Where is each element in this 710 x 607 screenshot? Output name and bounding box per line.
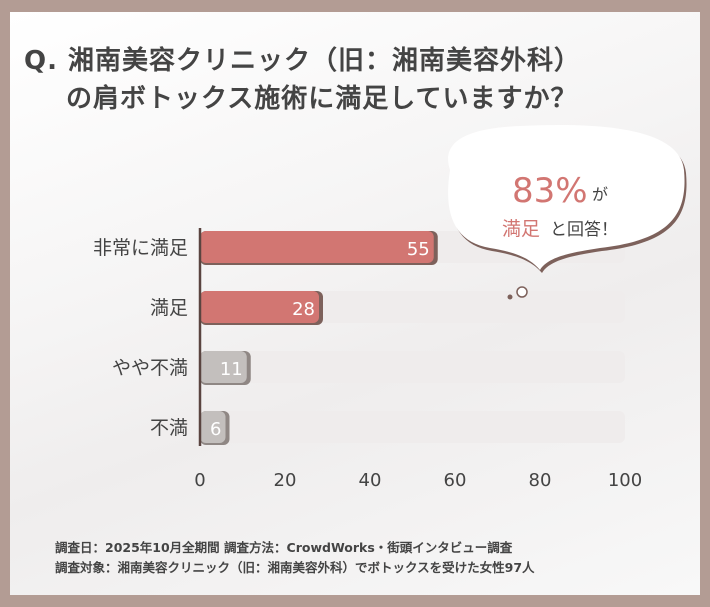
category-label: 満足 (150, 297, 188, 319)
bar-track (200, 411, 625, 443)
x-tick-label: 40 (359, 470, 382, 491)
category-label: 非常に満足 (93, 237, 188, 259)
bar-value-label: 55 (407, 239, 430, 260)
x-tick-label: 80 (529, 470, 552, 491)
callout-bubble: 83% が 満足 と回答！ (448, 124, 687, 300)
bar-value-label: 6 (210, 419, 221, 440)
question-title-line1: Q. 湘南美容クリニック（旧：湘南美容外科） (24, 46, 582, 76)
callout-percent: 83% (512, 171, 588, 211)
question-title-line2: の肩ボトックス施術に満足していますか？ (66, 84, 578, 114)
bar-value-label: 28 (292, 299, 315, 320)
x-tick-label: 0 (194, 470, 205, 491)
callout-ga: が (592, 185, 608, 204)
callout-manzoku: 満足 (502, 218, 540, 240)
bar-value-label: 11 (220, 359, 243, 380)
category-label: 不満 (150, 417, 188, 439)
x-tick-label: 20 (274, 470, 297, 491)
bar-2 (200, 351, 247, 383)
category-label: やや不満 (112, 357, 188, 379)
callout-rest: と回答！ (550, 220, 618, 240)
x-tick-label: 100 (608, 470, 642, 491)
bar-1 (200, 291, 319, 323)
survey-info-line2: 調査対象：湘南美容クリニック（旧：湘南美容外科）でボトックスを受けた女性97人 (55, 560, 535, 575)
bar-0 (200, 231, 434, 263)
bar-3 (200, 411, 226, 443)
survey-info-line1: 調査日：2025年10月全期間 調査方法：CrowdWorks・街頭インタビュー… (55, 540, 513, 555)
x-tick-label: 60 (444, 470, 467, 491)
bar-track (200, 351, 625, 383)
